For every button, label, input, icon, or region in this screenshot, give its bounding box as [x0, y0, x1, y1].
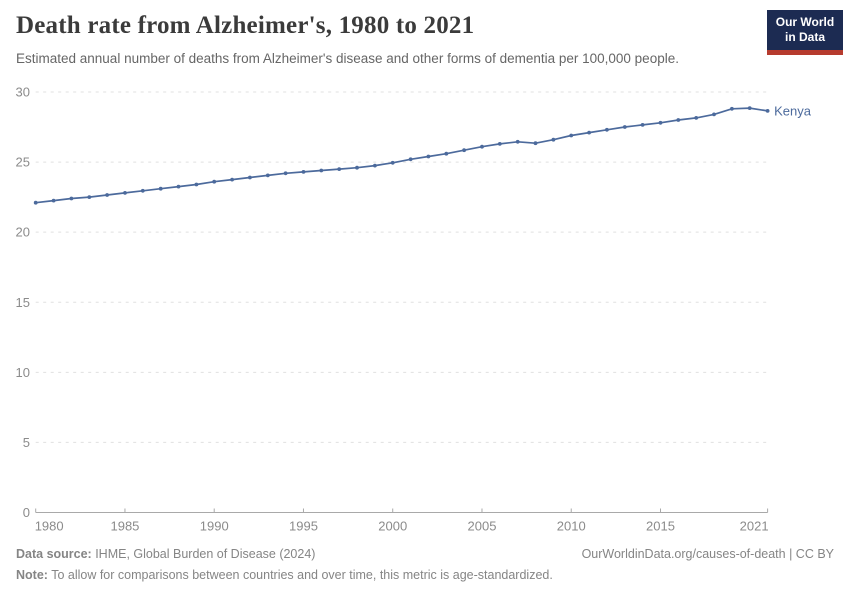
- chart-note: Note: To allow for comparisons between c…: [16, 568, 834, 582]
- data-point: [426, 154, 431, 159]
- x-axis-label: 2000: [378, 519, 407, 534]
- data-point: [587, 130, 591, 135]
- data-point: [87, 195, 92, 200]
- data-point: [105, 193, 109, 197]
- x-axis-label: 1985: [110, 519, 139, 534]
- data-point: [176, 184, 181, 189]
- x-axis-label: 2005: [468, 519, 497, 534]
- data-point: [747, 106, 752, 110]
- data-source-value: IHME, Global Burden of Disease (2024): [91, 547, 316, 561]
- owid-logo[interactable]: Our World in Data: [767, 10, 843, 55]
- data-source-label: Data source:: [16, 547, 92, 561]
- data-point: [497, 142, 502, 146]
- x-axis-label: 1995: [289, 519, 318, 534]
- data-point: [33, 200, 38, 205]
- data-point: [569, 133, 574, 138]
- data-point: [265, 173, 270, 178]
- data-point: [355, 165, 359, 170]
- data-point: [301, 170, 306, 174]
- owid-logo-red-bar: [767, 50, 843, 55]
- data-point: [140, 188, 145, 193]
- note-value: To allow for comparisons between countri…: [47, 568, 553, 582]
- data-point: [694, 116, 699, 120]
- owid-logo-line2: in Data: [784, 30, 825, 44]
- data-point: [444, 151, 449, 156]
- data-point: [123, 191, 127, 195]
- data-point: [248, 175, 252, 180]
- data-point: [533, 141, 538, 146]
- trend-line: [35, 107, 768, 204]
- data-point: [158, 186, 163, 191]
- x-axis-label: 2015: [646, 519, 675, 534]
- data-point: [69, 196, 74, 201]
- chart-footer: Data source: IHME, Global Burden of Dise…: [16, 547, 834, 582]
- chart-subtitle: Estimated annual number of deaths from A…: [16, 51, 679, 66]
- data-point: [765, 109, 770, 113]
- data-point: [515, 139, 520, 144]
- data-point: [622, 125, 627, 129]
- data-source: Data source: IHME, Global Burden of Dise…: [16, 547, 315, 561]
- chart-header: Death rate from Alzheimer's, 1980 to 202…: [16, 12, 740, 68]
- y-axis-label: 30: [16, 85, 30, 100]
- y-axis-label: 5: [23, 435, 30, 450]
- data-point: [408, 157, 413, 162]
- y-axis-label: 20: [16, 225, 30, 240]
- data-point: [480, 144, 484, 149]
- x-axis-label: 2021: [740, 519, 769, 534]
- data-point: [640, 123, 645, 127]
- data-point: [658, 120, 663, 125]
- y-axis-label: 10: [16, 365, 30, 380]
- y-axis-label: 0: [23, 505, 30, 520]
- y-axis-label: 15: [16, 295, 30, 310]
- data-point: [462, 148, 466, 153]
- data-point: [230, 177, 235, 182]
- data-point: [51, 198, 56, 203]
- data-point: [373, 163, 377, 168]
- y-axis-label: 25: [16, 155, 30, 170]
- x-axis-label: 1980: [35, 519, 64, 534]
- data-point: [212, 179, 217, 184]
- data-point: [194, 182, 199, 187]
- note-label: Note:: [16, 568, 48, 582]
- x-axis-label: 1990: [200, 519, 229, 534]
- data-point: [390, 160, 395, 165]
- attribution-link[interactable]: OurWorldinData.org/causes-of-death | CC …: [581, 547, 834, 561]
- owid-logo-line1: Our World: [775, 15, 835, 29]
- data-point: [551, 137, 556, 142]
- data-point: [319, 168, 324, 173]
- chart-title: Death rate from Alzheimer's, 1980 to 202…: [16, 12, 475, 39]
- data-point: [712, 112, 716, 117]
- data-point: [283, 171, 288, 176]
- data-point: [730, 106, 734, 111]
- owid-logo-text: Our World in Data: [767, 10, 843, 50]
- series-label-kenya[interactable]: Kenya: [774, 103, 812, 118]
- data-point: [605, 127, 609, 132]
- x-axis-label: 2010: [557, 519, 586, 534]
- data-point: [676, 118, 681, 122]
- data-point: [337, 167, 342, 172]
